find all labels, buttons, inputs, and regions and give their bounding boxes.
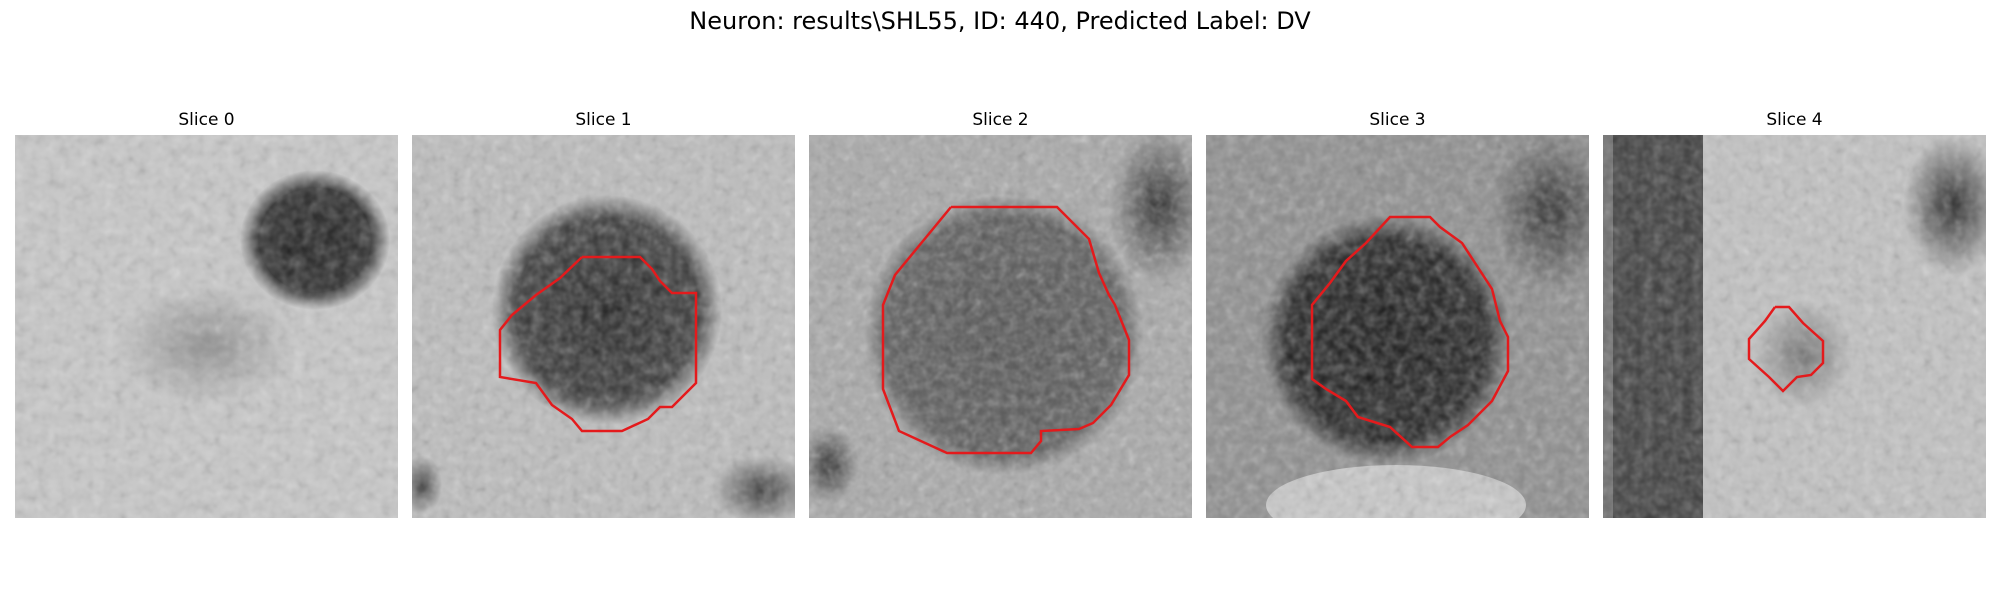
slice-panel-3: Slice 3 [1206, 110, 1589, 518]
slice-image-2 [809, 135, 1192, 518]
slice-image-1 [412, 135, 795, 518]
figure-title: Neuron: results\SHL55, ID: 440, Predicte… [0, 7, 2000, 35]
slice-panel-4: Slice 4 [1603, 110, 1986, 518]
slice-image-4 [1603, 135, 1986, 518]
slice-panel-0: Slice 0 [15, 110, 398, 518]
slice-panel-1: Slice 1 [412, 110, 795, 518]
slice-image-3 [1206, 135, 1589, 518]
slice-title-3: Slice 3 [1206, 110, 1589, 134]
slice-image-0 [15, 135, 398, 518]
slice-title-0: Slice 0 [15, 110, 398, 134]
slice-title-1: Slice 1 [412, 110, 795, 134]
slice-title-2: Slice 2 [809, 110, 1192, 134]
slice-panel-2: Slice 2 [809, 110, 1192, 518]
slice-title-4: Slice 4 [1603, 110, 1986, 134]
